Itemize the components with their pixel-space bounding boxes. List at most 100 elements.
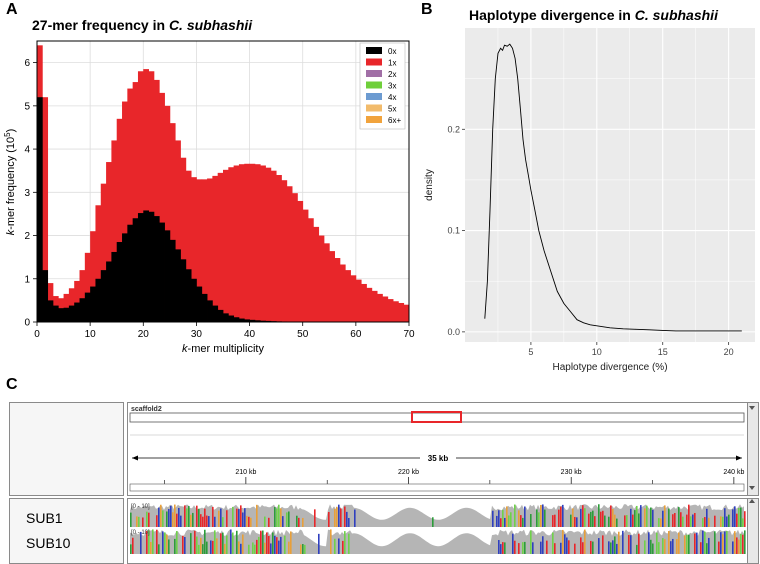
coverage-snv-bar <box>644 540 646 554</box>
coverage-snv-bar <box>630 509 632 527</box>
coverage-snv-bar <box>176 514 178 527</box>
coverage-snv-bar <box>184 537 186 554</box>
coverage-snv-bar <box>210 540 212 554</box>
coverage-snv-bar <box>582 542 584 554</box>
coverage-snv-bar <box>496 516 498 527</box>
coverage-snv-bar <box>190 515 192 527</box>
coverage-snv-bar <box>340 508 342 527</box>
coverage-snv-bar <box>156 530 158 554</box>
coverage-snv-bar <box>646 506 648 527</box>
ruler-bottom-bar <box>130 484 744 491</box>
coverage-snv-bar <box>136 516 138 527</box>
coverage-snv-bar <box>250 518 252 527</box>
coverage-snv-bar <box>510 512 512 527</box>
coverage-snv-bar <box>288 511 290 527</box>
coverage-snv-bar <box>566 537 568 554</box>
coverage-snv-bar <box>552 515 554 527</box>
coverage-snv-bar <box>688 535 690 554</box>
coverage-snv-bar <box>200 514 202 527</box>
coverage-snv-bar <box>216 538 218 554</box>
coverage-snv-bar <box>238 541 240 554</box>
coverage-snv-bar <box>590 541 592 554</box>
coverage-snv-bar <box>658 518 660 527</box>
track-range-sub10: [0 - 10] <box>131 530 150 536</box>
coverage-snv-bar <box>344 506 346 527</box>
coverage-snv-bar <box>522 518 524 527</box>
coverage-snv-bar <box>506 506 508 527</box>
coverage-snv-bar <box>212 507 214 527</box>
coverage-snv-bar <box>318 534 320 554</box>
coverage-snv-bar <box>668 531 670 554</box>
coverage-snv-bar <box>722 534 724 554</box>
coverage-snv-bar <box>612 509 614 527</box>
track-scroll-up-icon[interactable] <box>749 499 755 503</box>
coverage-snv-bar <box>280 537 282 554</box>
scroll-down-icon[interactable] <box>749 486 755 490</box>
coverage-snv-bar <box>542 504 544 527</box>
coverage-snv-bar <box>650 540 652 554</box>
coverage-snv-bar <box>132 538 134 554</box>
coverage-snv-bar <box>298 518 300 527</box>
coverage-snv-bar <box>164 532 166 554</box>
coverage-snv-bar <box>518 543 520 554</box>
coverage-snv-bar <box>530 514 532 527</box>
track-range-sub1: [0 - 10] <box>131 504 150 510</box>
coverage-snv-bar <box>254 545 256 554</box>
coverage-snv-bar <box>152 529 154 554</box>
ruler-tick-label: 210 kb <box>235 469 256 476</box>
coverage-snv-bar <box>664 505 666 527</box>
coverage-snv-bar <box>554 543 556 554</box>
coverage-snv-bar <box>148 513 150 527</box>
coverage-snv-bar <box>146 512 148 527</box>
coverage-snv-bar <box>616 544 618 554</box>
coverage-snv-bar <box>610 505 612 527</box>
coverage-snv-bar <box>344 531 346 554</box>
coverage-snv-bar <box>714 516 716 527</box>
coverage-snv-bar <box>498 540 500 554</box>
coverage-snv-bar <box>622 531 624 554</box>
coverage-snv-bar <box>688 505 690 527</box>
coverage-snv-bar <box>576 517 578 527</box>
coverage-snv-bar <box>544 510 546 527</box>
coverage-snv-bar <box>686 535 688 554</box>
coverage-snv-bar <box>270 543 272 554</box>
coverage-snv-bar <box>190 533 192 554</box>
coverage-snv-bar <box>166 511 168 527</box>
coverage-snv-bar <box>196 506 198 527</box>
coverage-snv-bar <box>264 517 266 527</box>
coverage-snv-bar <box>564 534 566 554</box>
span-label: 35 kb <box>428 454 449 463</box>
coverage-snv-bar <box>248 545 250 554</box>
coverage-snv-bar <box>602 511 604 527</box>
coverage-snv-bar <box>590 512 592 527</box>
coverage-snv-bar <box>732 541 734 554</box>
coverage-snv-bar <box>158 508 160 527</box>
coverage-snv-bar <box>610 542 612 554</box>
coverage-snv-bar <box>530 530 532 554</box>
coverage-snv-bar <box>706 543 708 554</box>
coverage-snv-bar <box>188 506 190 527</box>
coverage-snv-bar <box>232 533 234 554</box>
coverage-snv-bar <box>256 540 258 554</box>
coverage-snv-bar <box>176 531 178 554</box>
coverage-snv-bar <box>246 516 248 527</box>
coverage-snv-bar <box>264 543 266 554</box>
coverage-snv-bar <box>162 531 164 554</box>
coverage-snv-bar <box>504 542 506 554</box>
scroll-up-icon[interactable] <box>749 406 755 410</box>
coverage-snv-bar <box>546 541 548 554</box>
coverage-snv-bar <box>672 539 674 554</box>
coverage-snv-bar <box>608 517 610 527</box>
scaffold-name: scaffold2 <box>131 406 162 413</box>
coverage-snv-bar <box>508 515 510 527</box>
coverage-snv-bar <box>202 544 204 554</box>
coverage-snv-bar <box>672 514 674 527</box>
coverage-snv-bar <box>214 530 216 554</box>
coverage-snv-bar <box>304 545 306 554</box>
coverage-snv-bar <box>570 515 572 527</box>
coverage-snv-bar <box>514 541 516 554</box>
coverage-snv-bar <box>662 538 664 554</box>
coverage-snv-bar <box>652 510 654 527</box>
coverage-snv-bar <box>562 505 564 527</box>
coverage-snv-bar <box>274 507 276 527</box>
